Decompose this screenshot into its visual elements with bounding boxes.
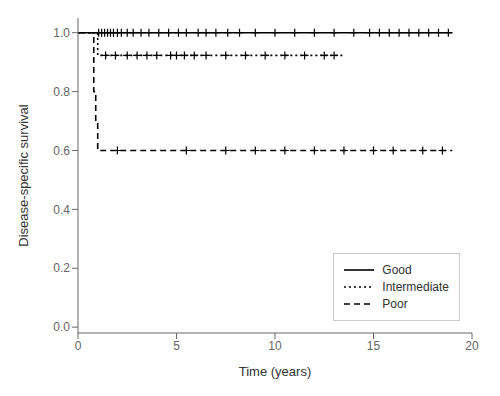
- svg-text:Time (years): Time (years): [239, 364, 311, 379]
- svg-text:20: 20: [465, 339, 479, 353]
- svg-text:15: 15: [367, 339, 381, 353]
- svg-text:Disease-specific survival: Disease-specific survival: [16, 104, 31, 246]
- svg-text:0: 0: [75, 339, 82, 353]
- svg-text:0.4: 0.4: [53, 203, 70, 217]
- svg-text:0.2: 0.2: [53, 261, 70, 275]
- svg-text:0.0: 0.0: [53, 320, 70, 334]
- svg-text:5: 5: [173, 339, 180, 353]
- html-text:Poor: Poor: [382, 297, 408, 311]
- svg-text:0.6: 0.6: [53, 144, 70, 158]
- html-text:Intermediate: Intermediate: [382, 280, 449, 294]
- svg-text:1.0: 1.0: [53, 26, 70, 40]
- svg-text:10: 10: [268, 339, 282, 353]
- html-text:Good: Good: [382, 263, 412, 277]
- svg-text:0.8: 0.8: [53, 85, 70, 99]
